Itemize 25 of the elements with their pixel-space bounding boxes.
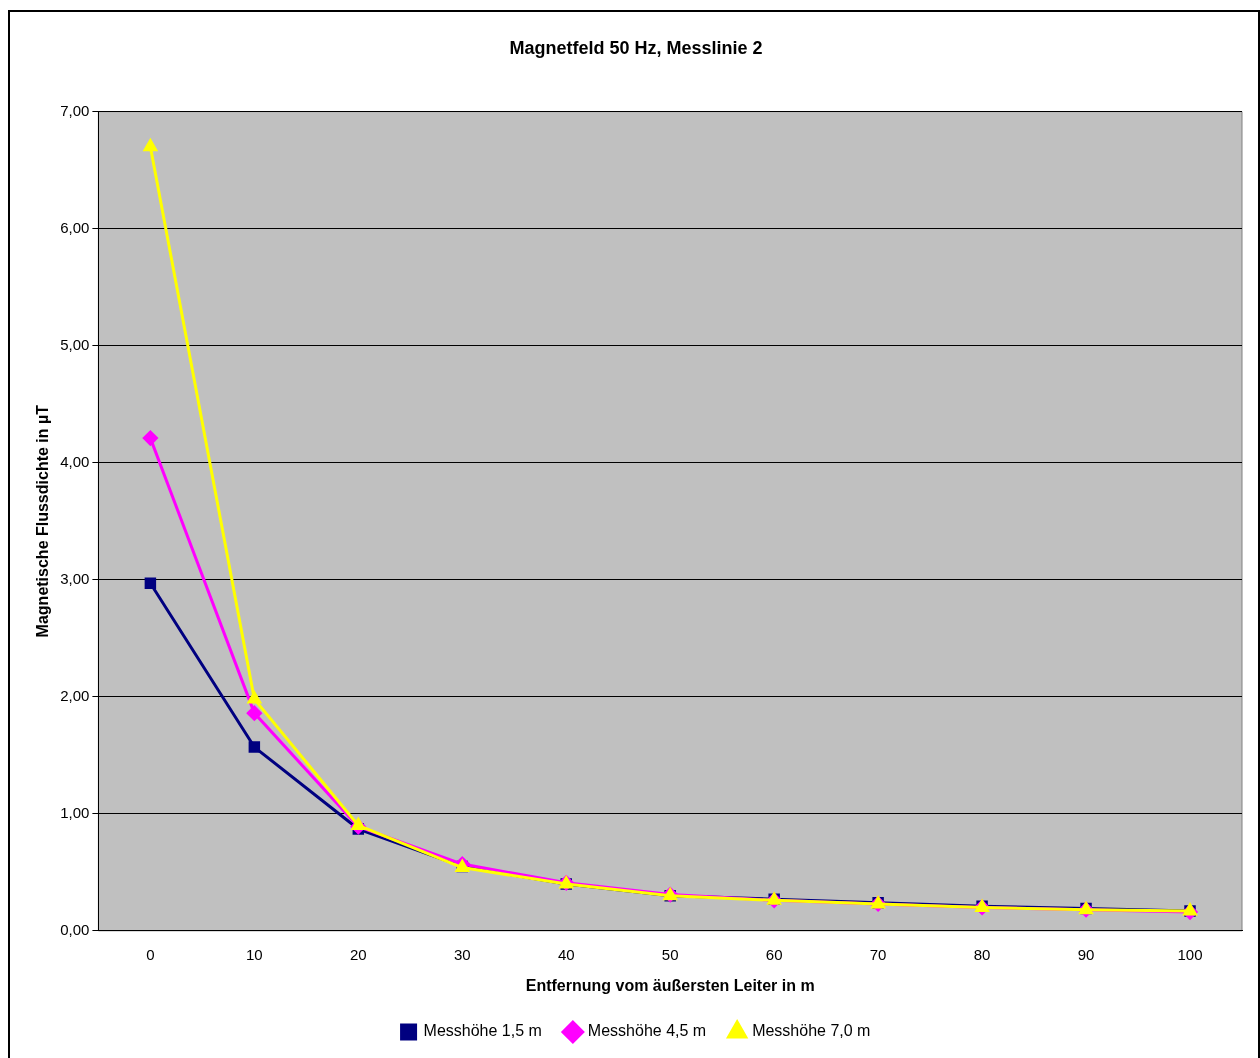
y-tick-label: 6,00 xyxy=(60,218,90,236)
x-tick-label: 20 xyxy=(349,945,367,963)
y-tick-label: 3,00 xyxy=(60,569,90,587)
y-axis-title: Magnetische Flussdichte in µT xyxy=(34,404,52,638)
legend-label: Messhöhe 1,5 m xyxy=(423,1022,542,1040)
y-tick-label: 7,00 xyxy=(60,101,90,119)
x-tick-label: 10 xyxy=(246,945,263,963)
legend-label: Messhöhe 7,0 m xyxy=(752,1022,871,1040)
y-tick-label: 5,00 xyxy=(60,335,90,353)
y-tick-label: 0,00 xyxy=(60,920,90,938)
chart-title: Magnetfeld 50 Hz, Messlinie 2 xyxy=(509,37,763,58)
x-axis-title: Entfernung vom äußersten Leiter in m xyxy=(525,976,815,994)
x-tick-label: 80 xyxy=(973,945,991,963)
x-tick-label: 100 xyxy=(1177,945,1203,963)
x-tick-label: 0 xyxy=(146,945,155,963)
x-tick-label: 30 xyxy=(453,945,471,963)
x-tick-label: 70 xyxy=(869,945,887,963)
x-tick-label: 40 xyxy=(557,945,575,963)
y-tick-label: 4,00 xyxy=(60,452,90,470)
x-tick-label: 60 xyxy=(765,945,783,963)
x-tick-label: 50 xyxy=(661,945,679,963)
y-tick-label: 1,00 xyxy=(60,803,90,821)
y-tick-label: 2,00 xyxy=(60,686,90,704)
x-tick-label: 90 xyxy=(1077,945,1095,963)
legend-label: Messhöhe 4,5 m xyxy=(587,1022,707,1040)
